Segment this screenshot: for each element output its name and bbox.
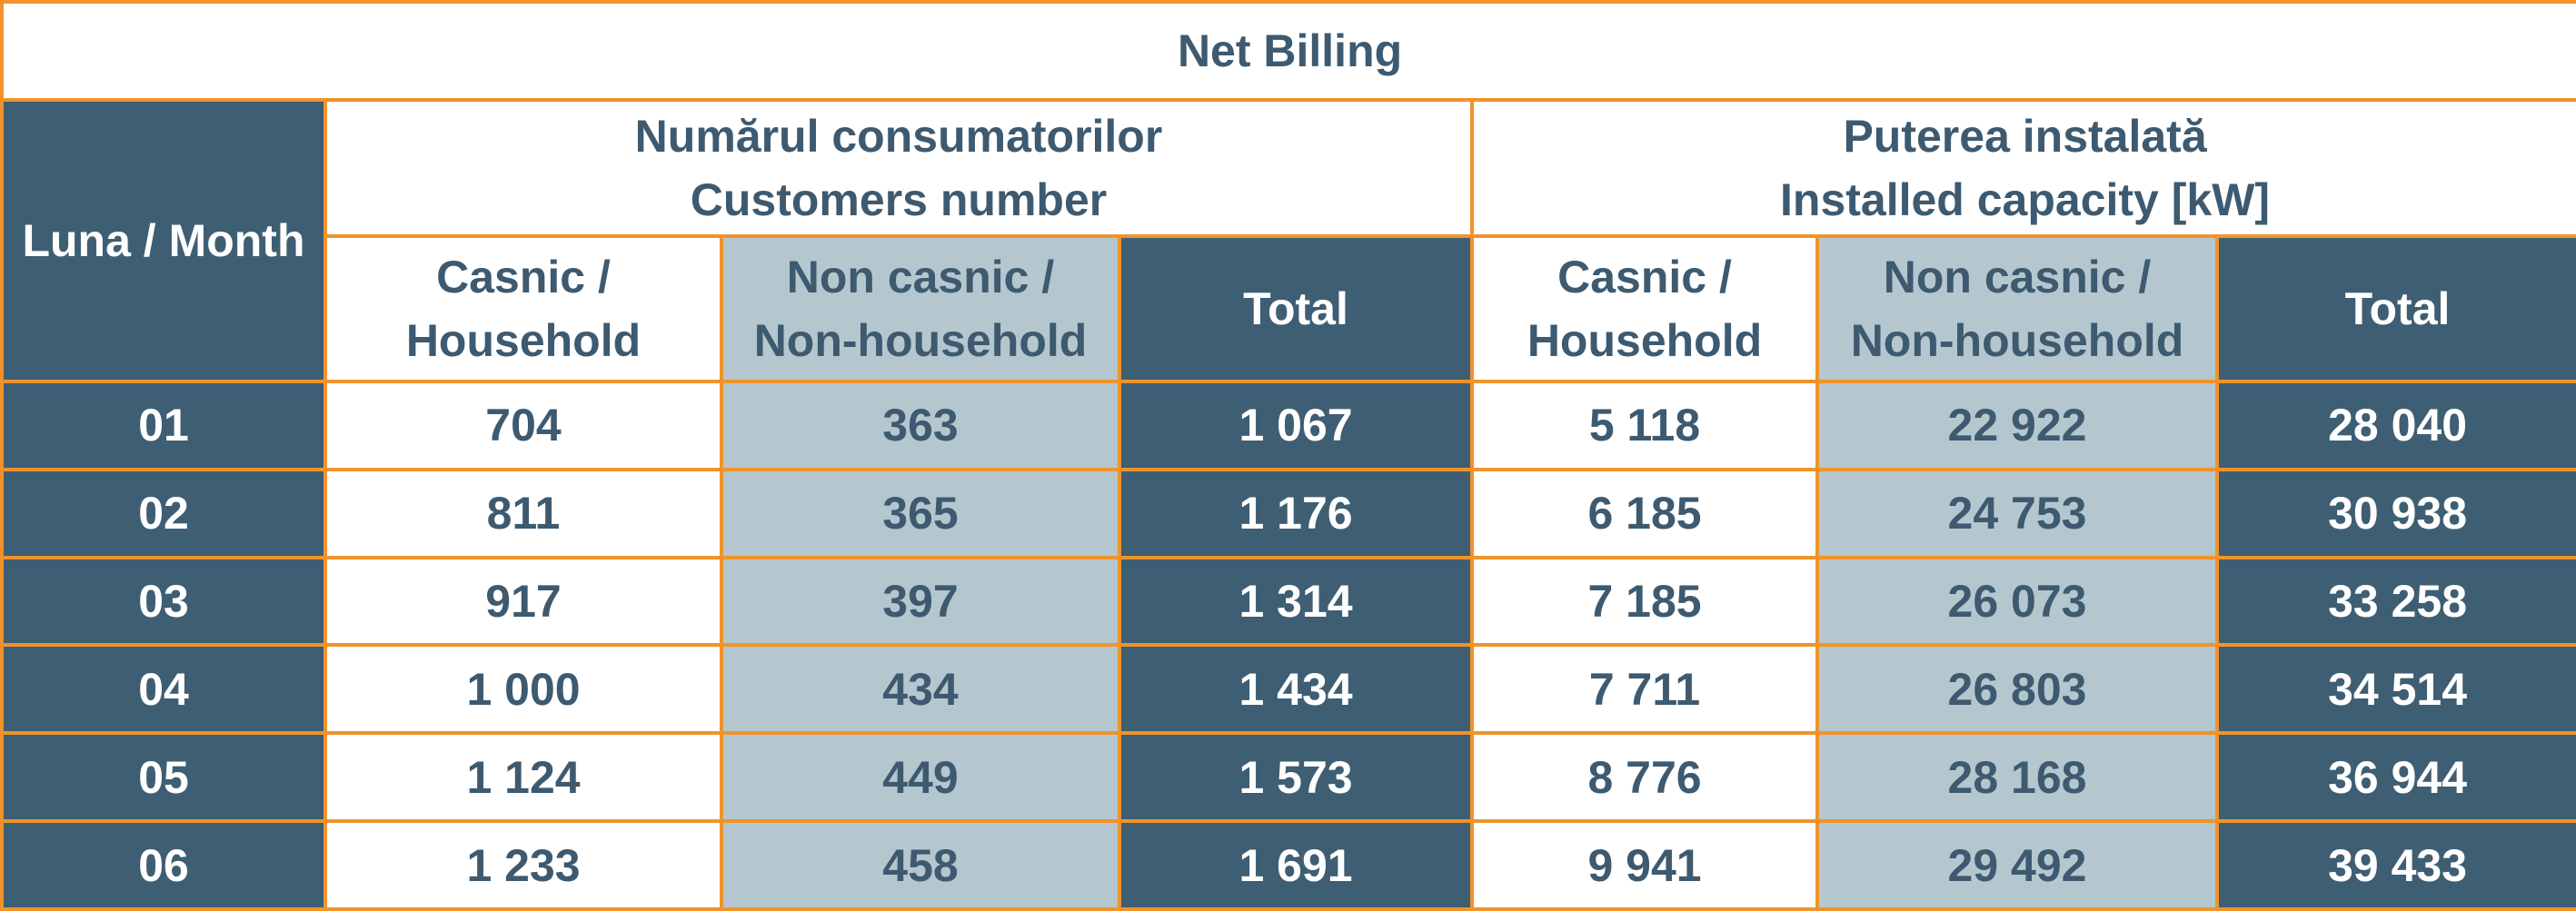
capacity-household-cell: 7 711 (1470, 643, 1819, 736)
capacity-total-cell: 30 938 (2214, 467, 2576, 559)
table-title: Net Billing (0, 0, 2576, 102)
capacity-non-household-cell: 29 492 (1815, 819, 2219, 911)
table-row: 05 1 124 449 1 573 8 776 28 168 36 944 (0, 731, 2576, 824)
capacity-non-household-cell: 22 922 (1815, 380, 2219, 471)
customers-household-cell: 704 (323, 380, 723, 471)
capacity-total-cell: 28 040 (2214, 380, 2576, 471)
customers-household-header: Casnic / Household (323, 234, 723, 383)
customers-non-household-cell: 363 (720, 380, 1121, 471)
customers-household-cell: 1 233 (323, 819, 723, 911)
customers-non-household-cell: 397 (720, 555, 1121, 648)
installed-capacity-group-header: Puterea instalată Installed capacity [kW… (1469, 98, 2576, 238)
customers-total-header: Total (1118, 234, 1474, 383)
table-row: 06 1 233 458 1 691 9 941 29 492 39 433 (0, 819, 2576, 911)
customers-non-household-cell: 458 (720, 819, 1121, 911)
month-cell: 02 (0, 467, 327, 559)
capacity-household-cell: 9 941 (1470, 819, 1819, 911)
capacity-household-cell: 5 118 (1470, 380, 1819, 471)
capacity-household-cell: 6 185 (1470, 467, 1819, 559)
month-cell: 04 (0, 643, 327, 736)
table-row: 02 811 365 1 176 6 185 24 753 30 938 (0, 467, 2576, 559)
customers-household-cell: 1 124 (323, 731, 723, 824)
customers-group-label-en: Customers number (690, 174, 1108, 225)
capacity-non-household-cell: 24 753 (1815, 467, 2219, 559)
capacity-total-cell: 33 258 (2214, 555, 2576, 648)
capacity-non-household-cell: 26 803 (1815, 643, 2219, 736)
customers-total-cell: 1 434 (1118, 643, 1474, 736)
capacity-total-cell: 34 514 (2214, 643, 2576, 736)
customers-total-cell: 1 176 (1118, 467, 1474, 559)
capacity-group-label-en: Installed capacity [kW] (1780, 174, 2271, 225)
month-cell: 06 (0, 819, 327, 911)
customers-non-household-cell: 365 (720, 467, 1121, 559)
capacity-non-household-cell: 26 073 (1815, 555, 2219, 648)
customers-household-cell: 1 000 (323, 643, 723, 736)
table-row: 03 917 397 1 314 7 185 26 073 33 258 (0, 555, 2576, 648)
table-row: 04 1 000 434 1 434 7 711 26 803 34 514 (0, 643, 2576, 736)
customers-non-household-header: Non casnic / Non-household (720, 234, 1121, 383)
customers-household-cell: 811 (323, 467, 723, 559)
capacity-non-household-header: Non casnic / Non-household (1815, 234, 2219, 383)
capacity-non-household-cell: 28 168 (1815, 731, 2219, 824)
capacity-total-header: Total (2214, 234, 2576, 383)
capacity-total-cell: 39 433 (2214, 819, 2576, 911)
customers-total-cell: 1 314 (1118, 555, 1474, 648)
customers-group-label-ro: Numărul consumatorilor (634, 111, 1163, 162)
capacity-household-header: Casnic / Household (1470, 234, 1819, 383)
customers-non-household-cell: 449 (720, 731, 1121, 824)
capacity-group-label-ro: Puterea instalată (1843, 111, 2207, 162)
customers-total-cell: 1 691 (1118, 819, 1474, 911)
month-cell: 05 (0, 731, 327, 824)
table-row: 01 704 363 1 067 5 118 22 922 28 040 (0, 380, 2576, 471)
month-cell: 01 (0, 380, 327, 471)
capacity-household-cell: 7 185 (1470, 555, 1819, 648)
customers-non-household-cell: 434 (720, 643, 1121, 736)
capacity-household-cell: 8 776 (1470, 731, 1819, 824)
customers-total-cell: 1 067 (1118, 380, 1474, 471)
capacity-total-cell: 36 944 (2214, 731, 2576, 824)
month-column-header: Luna / Month (0, 98, 327, 383)
customers-total-cell: 1 573 (1118, 731, 1474, 824)
customers-household-cell: 917 (323, 555, 723, 648)
month-cell: 03 (0, 555, 327, 648)
customers-number-group-header: Numărul consumatorilor Customers number (323, 98, 1474, 238)
